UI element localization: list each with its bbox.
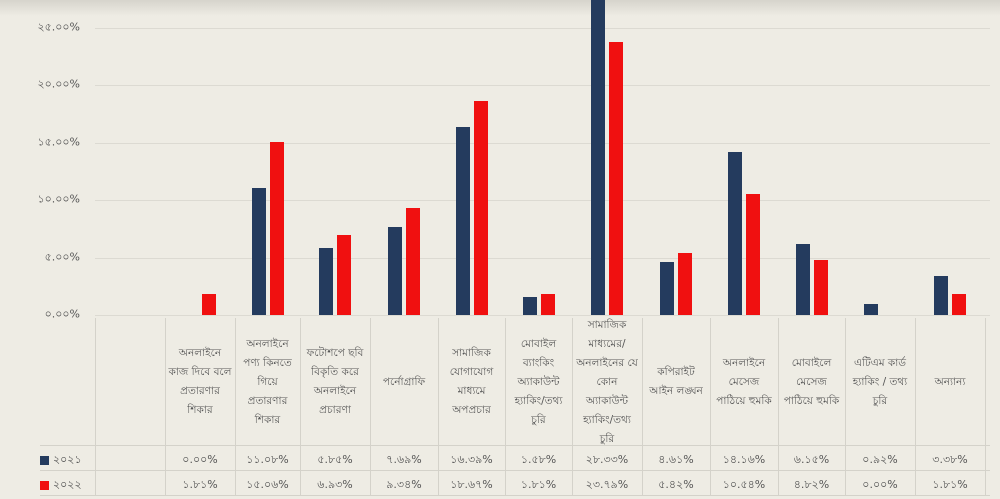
- category-label: সামাজিক যোগাযোগ মাধ্যমে অপপ্রচার: [449, 347, 494, 416]
- bar-2021: [591, 0, 605, 315]
- legend-item: ২০২১: [40, 451, 82, 470]
- data-table-value: ১৬.৩৯%: [450, 453, 493, 466]
- legend-swatch: [40, 481, 49, 490]
- table-divider: [845, 318, 846, 496]
- table-divider: [778, 318, 779, 496]
- data-table-value: ৫.৪২%: [658, 478, 694, 491]
- category-label: অনলাইনে পণ্য কিনতে গিয়ে প্রতারণার শিকার: [243, 337, 292, 426]
- bar-2021: [388, 226, 402, 315]
- gridline: [95, 257, 990, 259]
- bar-2021: [795, 244, 810, 315]
- data-table-value: ১১.০৮%: [246, 453, 289, 466]
- bar-2022: [540, 294, 555, 315]
- table-divider: [642, 318, 643, 496]
- data-table-value: ৫.৮৫%: [317, 453, 353, 466]
- data-table-value: ৭.৬৯%: [386, 453, 422, 466]
- table-divider: [985, 318, 986, 496]
- bar-2021: [319, 247, 333, 315]
- data-table-value: ১৪.১৬%: [722, 453, 766, 466]
- category-label: ফটোশপে ছবি বিকৃতি করে অনলাইনে প্রচারণা: [306, 347, 364, 416]
- bar-2022: [406, 207, 420, 315]
- table-divider: [235, 318, 236, 496]
- table-divider: [438, 318, 439, 496]
- y-tick-label: ১৫.০০%: [37, 135, 80, 149]
- category-label: মোবাইল ব্যাংকিং অ্যাকাউন্ট হ্যাকিং/তথ্য …: [514, 337, 563, 426]
- category-label: পর্নোগ্রাফি: [382, 375, 426, 388]
- data-table-value: ৯.৩৪%: [386, 478, 422, 491]
- bar-2022: [813, 259, 828, 315]
- data-table-value: ৬.১৫%: [793, 453, 830, 466]
- table-divider: [710, 318, 711, 496]
- data-table-value: ১৮.৬৭%: [450, 478, 493, 491]
- bar-2022: [678, 252, 692, 315]
- table-divider: [40, 495, 990, 496]
- category-label: এটিএম কার্ড হ্যাকিং / তথ্য চুরি: [852, 356, 908, 407]
- y-tick-label: ১০.০০%: [37, 192, 80, 206]
- bar-2021: [251, 187, 266, 315]
- legend-label: ২০২২: [53, 478, 82, 491]
- data-table-value: ১.৮১%: [932, 478, 968, 491]
- gridline: [95, 142, 990, 144]
- bar-2021: [864, 304, 878, 315]
- top-band: [0, 0, 1000, 16]
- bar-2021: [934, 276, 948, 315]
- data-table-value: ৪.৬১%: [658, 453, 694, 466]
- data-table-value: ২৮.৩৩%: [585, 453, 629, 466]
- legend-label: ২০২১: [53, 453, 82, 466]
- data-table-value: ১৫.০৬%: [246, 478, 289, 491]
- data-table-value: ২৩.৭৯%: [585, 478, 629, 491]
- category-label: কপিরাইট আইন লঙ্ঘন: [649, 366, 703, 397]
- legend-swatch: [40, 456, 49, 465]
- y-tick-label: ৫.০০%: [44, 250, 80, 264]
- data-table-value: ০.০০%: [182, 453, 218, 466]
- data-table-value: ৪.৮২%: [793, 478, 830, 491]
- category-label: সামাজিক মাধ্যমের/অনলাইনের যে কোন অ্যাকাউ…: [576, 318, 638, 445]
- bar-2022: [609, 41, 623, 315]
- table-divider: [370, 318, 371, 496]
- data-table-value: ৬.৯৩%: [317, 478, 353, 491]
- bar-2021: [728, 152, 742, 315]
- table-divider: [572, 318, 573, 496]
- data-table-value: ০.০০%: [862, 478, 898, 491]
- table-divider: [165, 318, 166, 496]
- data-table-value: ৩.৩৮%: [932, 453, 968, 466]
- bar-2022: [746, 194, 760, 315]
- data-table-value: ০.৯২%: [862, 453, 898, 466]
- bar-2021: [455, 126, 470, 315]
- gridline: [95, 28, 990, 29]
- bar-2022: [269, 142, 284, 315]
- bar-2022: [952, 294, 966, 315]
- bar-2022: [202, 294, 216, 315]
- gridline: [95, 200, 990, 202]
- y-tick-label: ০.০০%: [44, 307, 80, 321]
- table-divider: [40, 445, 990, 446]
- category-label: অন্যান্য: [934, 375, 966, 388]
- gridline: [95, 85, 990, 87]
- data-table-value: ১.৮১%: [182, 478, 218, 491]
- category-label: অনলাইনে মেসেজ পাঠিয়ে হুমকি: [716, 356, 772, 407]
- y-tick-label: ২৫.০০%: [37, 20, 80, 34]
- category-label: মোবাইলে মেসেজ পাঠিয়ে হুমকি: [783, 356, 840, 407]
- data-table-value: ১.৫৮%: [520, 453, 557, 466]
- y-tick-label: ২০.০০%: [37, 77, 80, 91]
- bar-2022: [473, 100, 488, 315]
- table-divider: [915, 318, 916, 496]
- legend-item: ২০২২: [40, 476, 82, 495]
- data-table-value: ১০.৫৪%: [722, 478, 766, 491]
- table-divider: [40, 470, 990, 471]
- table-divider: [505, 318, 506, 496]
- bar-2022: [337, 235, 351, 315]
- table-divider: [300, 318, 301, 496]
- bar-2021: [522, 296, 537, 315]
- table-divider: [95, 318, 96, 496]
- category-label: অনলাইনে কাজ দিবে বলে প্রতারণার শিকার: [168, 347, 232, 416]
- data-table-value: ১.৮১%: [520, 478, 557, 491]
- bar-2021: [660, 262, 674, 315]
- gridline: [95, 315, 990, 316]
